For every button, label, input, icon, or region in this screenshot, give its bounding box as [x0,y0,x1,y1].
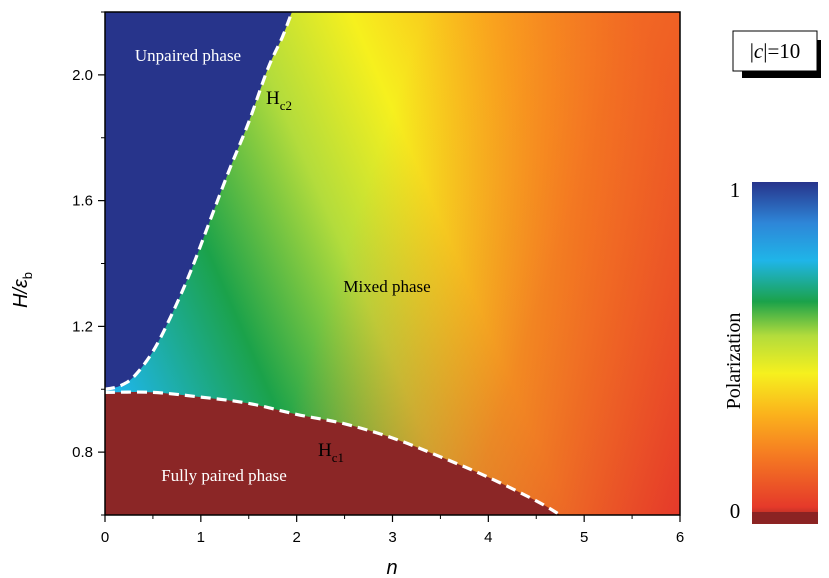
hc1-label-sub: c1 [332,450,344,465]
hc1-label-main: H [318,440,332,461]
y-tick-label: 0.8 [72,444,93,461]
heatmap-area [105,12,680,515]
mixed-phase-label: Mixed phase [343,277,430,296]
x-axis-title: n [386,557,397,578]
parameter-box-post: |=10 [763,39,800,63]
x-tick-label: 4 [484,529,492,546]
x-tick-label: 5 [580,529,588,546]
phase-boundaries [105,12,562,515]
colorbar-max-label: 1 [730,178,741,202]
hc1-label: Hc1 [318,440,344,465]
colorbar-bottom-band [752,512,818,523]
parameter-box-pre: | [750,39,754,63]
y-axis-title-sub: b [20,272,35,279]
x-tick-label: 3 [388,529,396,546]
colorbar: 1 0 Polarization [723,178,818,524]
colorbar-gradient [752,182,818,524]
unpaired-phase-label: Unpaired phase [135,46,241,65]
x-axis: 0 1 2 3 4 5 6 [101,515,684,546]
fully-paired-phase-region [105,392,561,515]
y-axis: 0.8 1.2 1.6 2.0 [72,11,105,516]
y-axis-title-main: H/ε [10,278,32,308]
parameter-box-frame [732,30,818,72]
x-tick-label: 1 [197,529,205,546]
hc2-label: Hc2 [266,88,292,113]
parameter-box-var: c [754,39,764,63]
y-tick-label: 2.0 [72,67,93,84]
hc1-boundary-curve [105,390,562,515]
hc2-boundary-curve [105,12,294,391]
fully-paired-phase-label: Fully paired phase [161,466,287,485]
parameter-box-text: |c|=10 [750,39,801,63]
colorbar-min-label: 0 [730,499,741,523]
x-tick-label: 2 [292,529,300,546]
hc2-label-main: H [266,88,280,109]
x-tick-label: 0 [101,529,109,546]
x-tick-label: 6 [676,529,684,546]
y-tick-label: 1.6 [72,193,93,210]
y-tick-label: 1.2 [72,318,93,335]
colorbar-title: Polarization [723,313,745,410]
unpaired-phase-region [105,12,292,390]
hc2-label-sub: c2 [280,98,292,113]
parameter-box: |c|=10 [732,30,821,78]
y-axis-title: H/εb [10,272,35,308]
